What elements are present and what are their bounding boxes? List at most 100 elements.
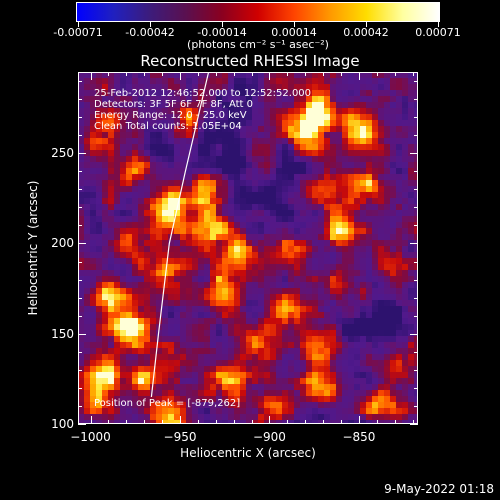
y-axis-label: Heliocentric Y (arcsec) [26,180,40,316]
x-axis-minor-tick-top [412,72,414,76]
x-axis-minor-tick [215,420,217,424]
x-axis-major-tick-top [269,72,271,80]
y-axis-minor-tick [78,171,82,173]
y-axis-minor-tick [78,351,82,353]
y-axis-minor-tick [78,369,82,371]
y-axis-minor-tick [78,315,82,317]
x-axis-minor-tick-top [323,72,325,76]
y-axis-major-tick [78,243,86,245]
x-axis-major-tick-top [358,72,360,80]
x-axis-minor-tick-top [215,72,217,76]
y-axis-minor-tick [78,81,82,83]
y-axis-minor-tick [78,261,82,263]
chart-title: Reconstructed RHESSI Image [140,52,360,70]
x-axis-major-tick-top [90,72,92,80]
x-axis-minor-tick [394,420,396,424]
colorbar-tick [366,22,367,27]
y-axis-minor-tick-right [414,189,418,191]
x-axis-minor-tick [126,420,128,424]
x-axis-tick-label: −1000 [70,430,111,444]
y-axis-minor-tick [78,405,82,407]
y-axis-tick-label: 200 [51,236,74,251]
x-axis-minor-tick-top [305,72,307,76]
y-axis-minor-tick [78,207,82,209]
y-axis-minor-tick-right [414,171,418,173]
overlay-layer [150,72,210,397]
x-axis-minor-tick-top [144,72,146,76]
y-axis-tick-label: 150 [51,326,74,341]
y-axis-minor-tick-right [414,225,418,227]
annotation-total-counts: Clean Total counts: 1.05E+04 [94,121,242,132]
y-axis-minor-tick-right [414,405,418,407]
y-axis-major-tick-right [410,424,418,425]
annotation-energy-range: Energy Range: 12.0 - 25.0 keV [94,110,247,121]
x-axis-minor-tick [376,420,378,424]
colorbar-units: (photons cm⁻² s⁻¹ asec⁻²) [187,38,329,51]
x-axis-minor-tick [323,420,325,424]
x-axis-minor-tick-top [341,72,343,76]
y-axis-tick-label: 250 [51,146,74,161]
x-axis-minor-tick-top [251,72,253,76]
x-axis-major-tick [358,416,360,424]
x-axis-tick-label: −850 [342,430,376,444]
colorbar-tick [294,22,295,27]
y-axis-minor-tick [78,99,82,101]
x-axis-minor-tick-top [197,72,199,76]
x-axis-major-tick [180,416,181,424]
x-axis-minor-tick-top [287,72,289,76]
annotation-time-range: 25-Feb-2012 12:46:52.000 to 12:52:52.000 [94,88,312,99]
y-axis-minor-tick [78,387,82,389]
y-axis-minor-tick [78,297,82,299]
colorbar-tick-label: -0.00042 [125,26,175,39]
x-axis-minor-tick-top [108,72,110,76]
y-axis-minor-tick-right [414,99,418,101]
y-axis-minor-tick-right [414,81,418,83]
colorbar-tick-label: 0.00071 [415,26,461,39]
colorbar-tick-label: -0.00014 [197,26,247,39]
y-axis-minor-tick-right [414,279,418,281]
colorbar-tick-label: 0.00042 [343,26,389,39]
y-axis-minor-tick-right [414,135,418,137]
y-axis-minor-tick-right [414,369,418,371]
x-axis-minor-tick [305,420,307,424]
y-axis-minor-tick [78,225,82,227]
x-axis-minor-tick [287,420,289,424]
colorbar-tick [222,22,223,27]
x-axis-minor-tick [197,420,199,424]
x-axis-minor-tick-top [376,72,378,76]
annotation-detectors: Detectors: 3F 5F 6F 7F 8F, Att 0 [94,99,254,110]
x-axis-minor-tick-top [394,72,396,76]
colorbar-tick [78,22,79,27]
colorbar-tick [150,22,151,27]
x-axis-minor-tick [144,420,146,424]
x-axis-minor-tick-top [233,72,235,76]
peak-position-label: Position of Peak = [-879,262] [94,398,241,409]
heatmap-image [78,72,418,424]
x-axis-minor-tick-top [162,72,164,76]
y-axis-minor-tick-right [414,315,418,317]
colorbar-tick-label: 0.00014 [271,26,317,39]
y-axis-major-tick [78,333,86,335]
x-axis-minor-tick [162,420,164,424]
y-axis-major-tick [78,424,86,425]
y-axis-minor-tick-right [414,297,418,299]
x-axis-major-tick [269,416,271,424]
y-axis-minor-tick [78,135,82,137]
y-axis-minor-tick-right [414,207,418,209]
y-axis-minor-tick-right [414,261,418,263]
colorbar [76,2,440,22]
x-axis-minor-tick [108,420,110,424]
x-axis-major-tick-top [180,72,181,80]
y-axis-major-tick-right [410,333,418,335]
y-axis-minor-tick [78,117,82,119]
x-axis-major-tick [90,416,92,424]
colorbar-tick [438,22,439,27]
footer-date: 9-May-2022 01:18 [384,482,494,496]
y-axis-tick-label: 100 [51,417,74,431]
y-axis-major-tick-right [410,153,418,155]
plot-area: 25-Feb-2012 12:46:52.000 to 12:52:52.000… [78,72,418,424]
x-axis-minor-tick [341,420,343,424]
y-axis-minor-tick-right [414,351,418,353]
x-axis-minor-tick [251,420,253,424]
y-axis-minor-tick [78,279,82,281]
